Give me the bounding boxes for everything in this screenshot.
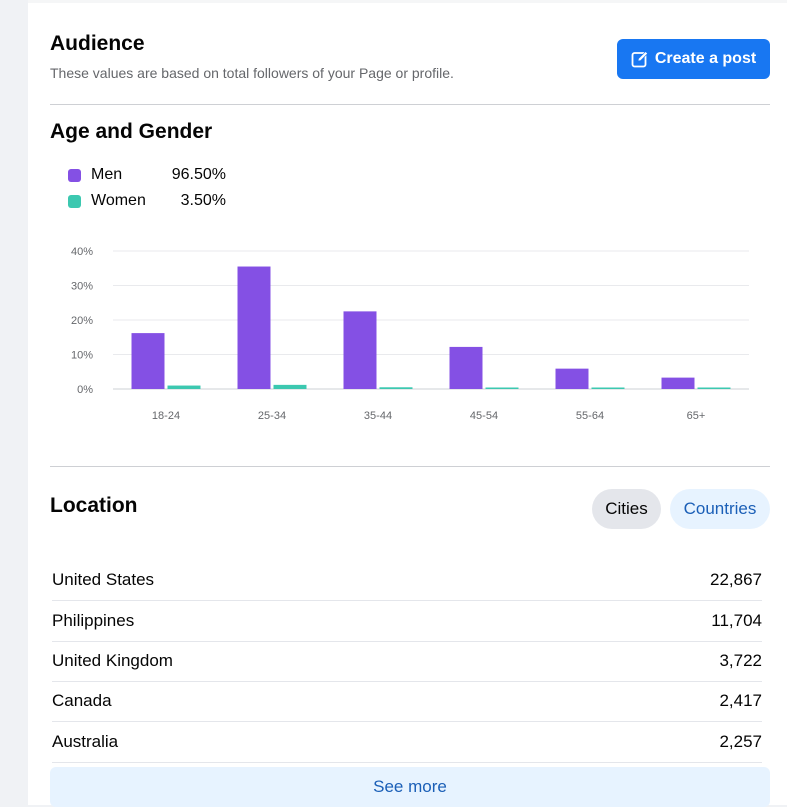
legend-women: Women 3.50% <box>68 192 226 210</box>
create-post-button[interactable]: Create a post <box>617 39 770 79</box>
bar-men <box>343 311 377 389</box>
bar-women <box>167 385 201 389</box>
x-tick-label: 25-34 <box>258 410 286 422</box>
audience-card: Audience These values are based on total… <box>28 0 787 807</box>
bar-women <box>485 387 519 389</box>
location-row: United Kingdom 3,722 <box>52 641 762 682</box>
audience-title: Audience <box>50 32 145 55</box>
women-swatch <box>68 194 81 208</box>
location-row: United States 22,867 <box>52 560 762 601</box>
bar-women <box>379 387 413 389</box>
legend-men-value: 96.50% <box>171 166 226 183</box>
men-swatch <box>68 168 81 182</box>
create-post-label: Create a post <box>654 50 757 67</box>
location-value: 2,257 <box>719 732 762 751</box>
location-name: Canada <box>52 691 112 710</box>
divider <box>50 466 770 467</box>
bar-men <box>661 377 695 389</box>
legend-men-label: Men <box>91 166 123 183</box>
y-tick-label: 10% <box>71 350 93 362</box>
location-name: United States <box>52 570 155 589</box>
see-more-button[interactable]: See more <box>50 767 770 807</box>
x-tick-label: 18-24 <box>152 410 180 422</box>
location-value: 2,417 <box>719 691 762 710</box>
x-tick-label: 45-54 <box>470 410 498 422</box>
location-value: 11,704 <box>711 611 762 630</box>
y-tick-label: 20% <box>71 315 93 327</box>
edit-icon <box>631 50 649 68</box>
bar-men <box>555 368 589 389</box>
location-title: Location <box>50 494 138 517</box>
x-tick-label: 35-44 <box>364 410 392 422</box>
bar-men <box>237 266 271 389</box>
age-gender-chart: 0% 10% 20% 30% 40% 18-24 25-34 35-44 45-54 55-64 6… <box>71 246 749 422</box>
legend-women-label: Women <box>91 192 146 209</box>
location-value: 22,867 <box>710 570 762 589</box>
left-gutter <box>0 0 28 805</box>
legend-men: Men 96.50% <box>68 166 226 184</box>
x-tick-label: 55-64 <box>576 410 604 422</box>
location-name: Philippines <box>52 611 135 630</box>
y-tick-label: 40% <box>71 246 93 258</box>
bar-men <box>449 346 483 389</box>
legend-women-value: 3.50% <box>180 192 226 209</box>
location-row: Canada 2,417 <box>52 681 762 722</box>
location-value: 3,722 <box>719 651 762 670</box>
location-row: Australia 2,257 <box>52 722 762 763</box>
y-tick-label: 30% <box>71 281 93 293</box>
bar-men <box>131 333 165 389</box>
tab-cities[interactable]: Cities <box>592 489 661 529</box>
age-gender-title: Age and Gender <box>50 120 213 143</box>
bar-women <box>273 384 307 389</box>
divider <box>50 104 770 105</box>
bar-women <box>591 387 625 389</box>
y-tick-label: 0% <box>77 384 93 396</box>
location-name: Australia <box>52 732 119 751</box>
x-tick-label: 65+ <box>687 410 706 422</box>
bar-women <box>697 387 731 389</box>
location-row: Philippines 11,704 <box>52 601 762 642</box>
tab-countries[interactable]: Countries <box>670 489 770 529</box>
location-name: United Kingdom <box>52 651 173 670</box>
audience-subtitle: These values are based on total follower… <box>50 65 454 81</box>
